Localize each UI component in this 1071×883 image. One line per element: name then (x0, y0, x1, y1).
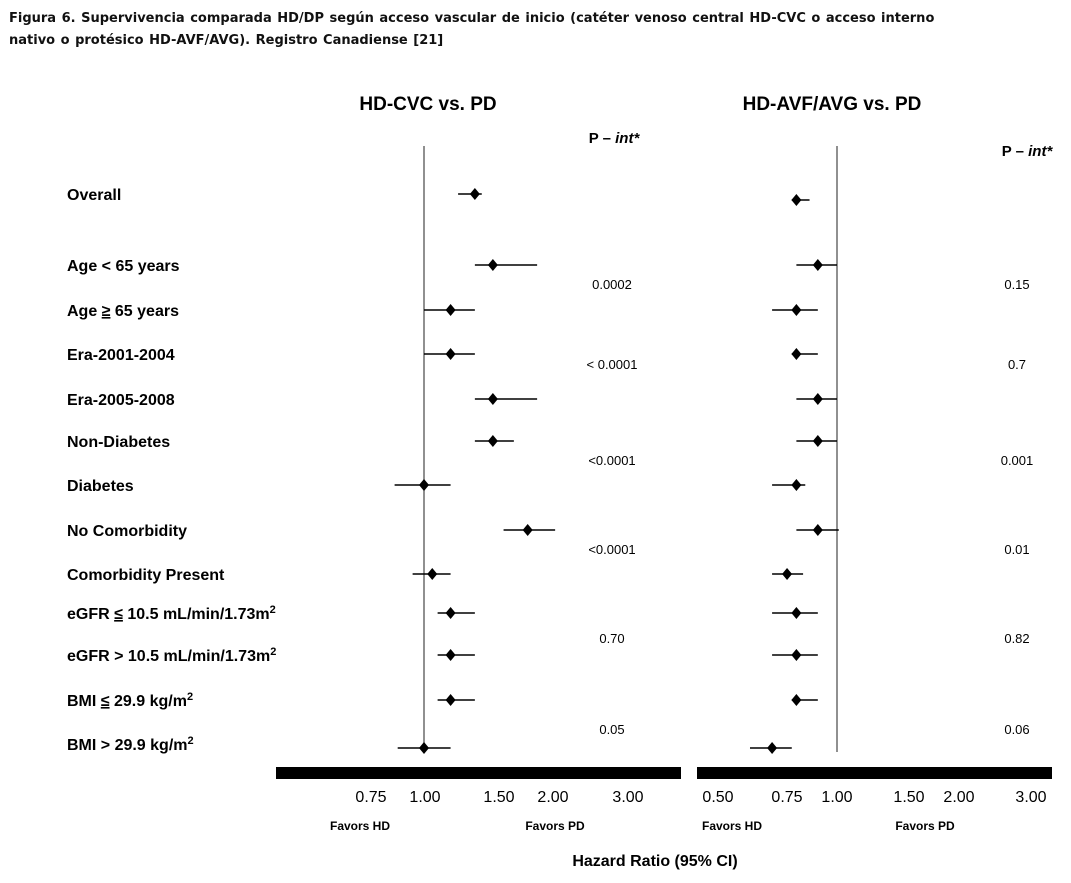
hr-point (791, 348, 802, 360)
hr-point (812, 524, 823, 536)
row-label: BMI > 29.9 kg/m2 (67, 735, 194, 754)
x-tick-label: 1.50 (483, 789, 514, 806)
p-int-header: P – int* (1002, 143, 1054, 160)
row-label: Age < 65 years (67, 258, 180, 275)
hr-point (791, 304, 802, 316)
hr-point (812, 393, 823, 405)
x-tick-label: 1.50 (893, 789, 924, 806)
panel-title: HD-CVC vs. PD (359, 94, 496, 115)
x-tick-label: 3.00 (1015, 789, 1046, 806)
x-tick-label: 1.00 (821, 789, 852, 806)
row-label: Diabetes (67, 478, 134, 495)
p-value: <0.0001 (588, 542, 635, 557)
caption-line-2: nativo o protésico HD-AVF/AVG). Registro… (9, 33, 444, 48)
x-tick-label: 2.00 (537, 789, 568, 806)
x-axis-bar (697, 767, 1052, 779)
hr-point (791, 694, 802, 706)
hr-point (782, 568, 793, 580)
row-label: No Comorbidity (67, 523, 187, 540)
x-tick-label: 0.75 (771, 789, 802, 806)
hr-point (812, 435, 823, 447)
hr-point (469, 188, 480, 200)
favors-right-label: Favors PD (525, 819, 585, 833)
hr-point (791, 194, 802, 206)
p-value: 0.06 (1004, 722, 1029, 737)
p-value: 0.7 (1008, 357, 1026, 372)
p-value: <0.0001 (588, 453, 635, 468)
x-axis-bar (276, 767, 681, 779)
x-tick-label: 0.50 (702, 789, 733, 806)
row-label: BMI ≤ 29.9 kg/m2 (67, 691, 193, 710)
row-label: Comorbidity Present (67, 567, 225, 584)
hr-point (791, 607, 802, 619)
hr-point (522, 524, 533, 536)
hr-point (419, 742, 429, 754)
p-value: 0.15 (1004, 277, 1029, 292)
row-label: Age ≥ 65 years (67, 303, 179, 320)
row-label: eGFR ≤ 10.5 mL/min/1.73m2 (67, 604, 276, 623)
hr-point (487, 393, 498, 405)
row-label: Non-Diabetes (67, 434, 170, 451)
p-value: 0.82 (1004, 631, 1029, 646)
hr-point (812, 259, 823, 271)
hr-point (791, 479, 802, 491)
x-tick-label: 1.00 (409, 789, 440, 806)
hr-point (445, 694, 456, 706)
hr-point (427, 568, 438, 580)
hr-point (445, 649, 456, 661)
p-value: 0.01 (1004, 542, 1029, 557)
x-tick-label: 3.00 (612, 789, 643, 806)
figure-caption: Figura 6. Supervivencia comparada HD/DP … (9, 8, 1009, 52)
p-value: 0.0002 (592, 277, 632, 292)
hr-point (419, 479, 429, 491)
p-value: 0.001 (1001, 453, 1034, 468)
hr-point (445, 607, 456, 619)
row-label: Era-2005-2008 (67, 392, 175, 409)
row-label: Era-2001-2004 (67, 347, 175, 364)
favors-left-label: Favors HD (702, 819, 762, 833)
panel-hd-avf-avg: HD-AVF/AVG vs. PD P – int* 0.15 0.7 0.001 0.0… (697, 94, 1053, 833)
x-tick-label: 2.00 (943, 789, 974, 806)
hr-point (767, 742, 778, 754)
hr-point (445, 304, 456, 316)
favors-right-label: Favors PD (895, 819, 955, 833)
row-label: eGFR > 10.5 mL/min/1.73m2 (67, 646, 276, 665)
panel-hd-cvc: HD-CVC vs. PD P – int* 0.0002 < 0.0001 <0.00… (276, 94, 681, 833)
favors-left-label: Favors HD (330, 819, 390, 833)
hr-point (487, 259, 498, 271)
p-int-header: P – int* (589, 130, 641, 147)
x-tick-label: 0.75 (355, 789, 386, 806)
p-value: < 0.0001 (587, 357, 638, 372)
x-axis-title: Hazard Ratio (95% CI) (572, 853, 737, 870)
hr-point (487, 435, 498, 447)
row-label: Overall (67, 187, 121, 204)
caption-line-1: Figura 6. Supervivencia comparada HD/DP … (9, 11, 935, 26)
p-value: 0.05 (599, 722, 624, 737)
panel-title: HD-AVF/AVG vs. PD (743, 94, 922, 115)
hr-point (445, 348, 456, 360)
row-labels: Overall Age < 65 years Age ≥ 65 years Era-2… (67, 187, 276, 754)
p-value: 0.70 (599, 631, 624, 646)
hr-point (791, 649, 802, 661)
